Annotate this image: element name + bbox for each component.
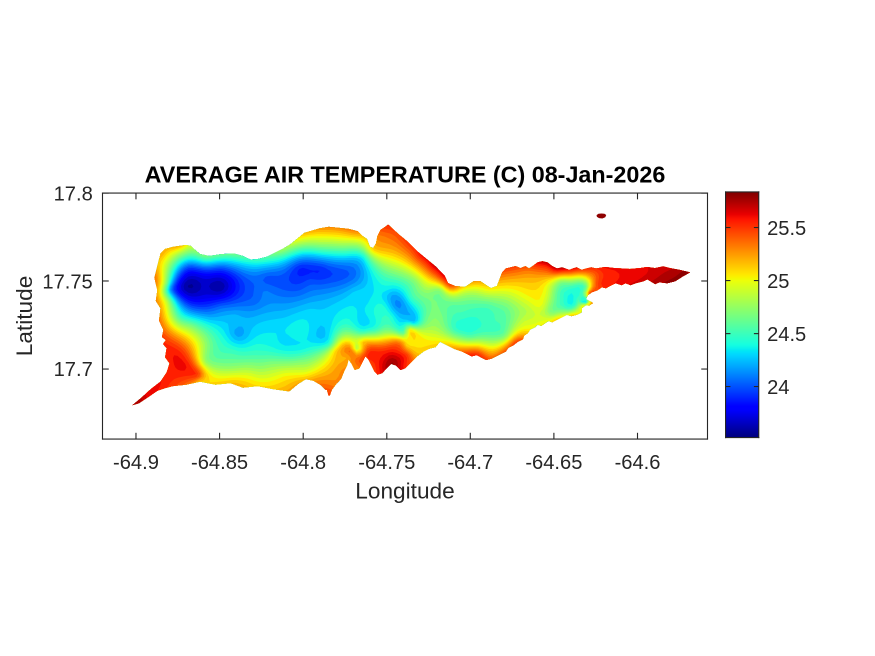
svg-text:Latitude: Latitude (12, 276, 37, 357)
svg-text:-64.7: -64.7 (447, 452, 493, 474)
svg-text:25.5: 25.5 (767, 218, 806, 240)
svg-text:-64.75: -64.75 (358, 452, 415, 474)
svg-text:17.75: 17.75 (42, 271, 92, 293)
svg-text:-64.6: -64.6 (615, 452, 661, 474)
svg-text:17.7: 17.7 (54, 359, 93, 381)
svg-text:24.5: 24.5 (767, 324, 806, 346)
svg-text:24: 24 (767, 377, 789, 399)
svg-text:25: 25 (767, 271, 789, 293)
svg-text:-64.8: -64.8 (280, 452, 326, 474)
svg-text:-64.85: -64.85 (191, 452, 248, 474)
svg-text:Longitude: Longitude (355, 478, 454, 503)
svg-text:-64.9: -64.9 (113, 452, 159, 474)
svg-text:AVERAGE AIR TEMPERATURE (C) 08: AVERAGE AIR TEMPERATURE (C) 08-Jan-2026 (145, 162, 666, 188)
svg-text:-64.65: -64.65 (525, 452, 582, 474)
svg-text:17.8: 17.8 (54, 183, 93, 205)
